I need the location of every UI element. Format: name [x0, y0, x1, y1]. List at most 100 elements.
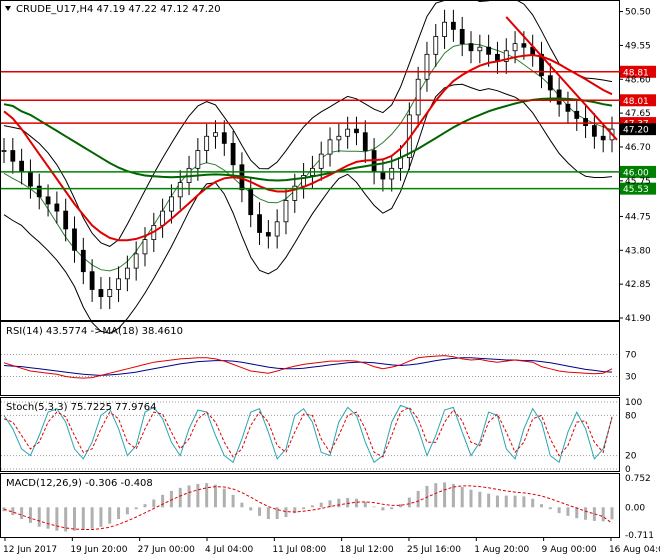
- time-tick-label: 25 Jul 16:00: [407, 545, 461, 555]
- time-tick-label: 12 Jun 2017: [3, 545, 57, 555]
- macd-tick-label: 0.752: [625, 474, 651, 484]
- price-bar-body: [539, 53, 544, 77]
- price-bar-body: [380, 171, 386, 180]
- price-bar-body: [72, 228, 77, 251]
- price-bar-body: [160, 210, 166, 226]
- time-tick-label: 18 Jul 12:00: [340, 545, 394, 555]
- price-bar-body: [204, 135, 210, 151]
- price-bar-body: [477, 46, 483, 52]
- moving-average-2: [3, 53, 613, 242]
- price-bar-body: [503, 50, 509, 62]
- current-price-tag: [620, 123, 656, 136]
- price-bar-body: [1, 150, 7, 152]
- price-bar-body: [591, 125, 597, 137]
- stoch-panel-frame: [0, 397, 620, 472]
- level-tag-5: [620, 182, 656, 195]
- price-bar-body: [265, 232, 271, 237]
- price-bar-body: [362, 132, 368, 151]
- axes: 50.50 49.55 48.60 47.65 46.70 45.75 44.75 43.80…: [3, 8, 660, 555]
- price-bar-body: [221, 132, 227, 144]
- rsi-tick-label: 30: [625, 373, 637, 383]
- macd-tick-label: -0.711: [625, 531, 654, 541]
- price-bar-body: [415, 78, 421, 116]
- rsi-plot: 70 30: [1, 351, 637, 383]
- price-bar-body: [433, 36, 439, 55]
- stoch-tick-label: 20: [625, 452, 637, 462]
- price-bar-body: [318, 153, 324, 169]
- price-bar-body: [556, 89, 562, 105]
- stoch-plot: 100 80 20 0: [1, 398, 642, 475]
- stoch-label: Stoch(5,3,3) 75.7225 77.9764: [6, 402, 157, 413]
- price-bar-body: [583, 118, 588, 126]
- price-bar-body: [133, 253, 139, 269]
- price-bar-body: [292, 185, 298, 201]
- rsi-line: [3, 355, 613, 379]
- level-tag-text-5: 45.53: [623, 185, 649, 195]
- price-bar-body: [54, 203, 60, 212]
- price-bar-body: [600, 135, 606, 141]
- price-tick-label: 47.65: [625, 109, 651, 119]
- level-tag-2: [620, 94, 656, 107]
- time-tick-label: 9 Aug 00:00: [542, 545, 597, 555]
- price-tick-label: 46.70: [625, 143, 651, 153]
- price-bar-body: [28, 171, 33, 187]
- price-bar-body: [89, 271, 95, 290]
- macd-tick-label: 0.00: [625, 503, 645, 513]
- current-price-tag-text: 47.20: [623, 126, 649, 136]
- price-bar-body: [116, 278, 121, 290]
- price-bar-body: [98, 289, 104, 298]
- price-bar-body: [195, 150, 201, 169]
- level-tag-text-1: 48.81: [623, 68, 649, 78]
- price-bar-body: [177, 182, 183, 198]
- price-bar-body: [442, 21, 447, 37]
- price-bar-body: [459, 28, 465, 45]
- price-bar-body: [468, 43, 474, 52]
- price-bar-body: [371, 150, 377, 173]
- level-tag-text-4: 46.00: [623, 168, 649, 178]
- price-tick-label: 44.75: [625, 212, 651, 222]
- time-tick-label: 4 Jul 04:00: [205, 545, 254, 555]
- price-bar-body: [63, 210, 69, 230]
- stoch-k-line: [3, 404, 613, 464]
- level-tag-3: [620, 117, 656, 130]
- time-tick-label: 27 Jun 00:00: [138, 545, 195, 555]
- price-bar-body: [19, 160, 25, 173]
- price-tick-label: 50.50: [625, 8, 651, 18]
- price-bar-body: [248, 189, 254, 216]
- macd-label: MACD(12,26,9) -0.306 -0.408: [6, 478, 153, 489]
- price-tick-label: 45.75: [625, 177, 651, 187]
- price-bar-body: [274, 221, 280, 237]
- time-tick-label: 16 Aug 04:00: [609, 545, 660, 555]
- time-tick-label: 19 Jun 20:00: [70, 545, 127, 555]
- ma-short-line: [3, 43, 613, 272]
- price-bar-body: [142, 239, 148, 255]
- price-bar-body: [283, 200, 289, 223]
- stoch-tick-label: 0: [625, 465, 631, 475]
- moving-average-1: [3, 97, 613, 182]
- time-tick-label: 1 Aug 20:00: [474, 545, 529, 555]
- price-bar-body: [521, 43, 527, 48]
- price-bar-body: [327, 139, 333, 155]
- collapse-triangle-icon[interactable]: [5, 6, 11, 11]
- price-tick-label: 43.80: [625, 246, 651, 256]
- price-bar-body: [424, 53, 430, 80]
- rsi-tick-label: 70: [625, 351, 637, 361]
- price-tick-label: 48.60: [625, 75, 651, 85]
- price-bar-body: [45, 196, 51, 205]
- level-tag-text-2: 48.01: [623, 97, 649, 107]
- macd-plot: 0.752 0.00 -0.711: [2, 474, 654, 541]
- level-tag-1: [620, 65, 656, 78]
- price-plot: [1, 0, 618, 334]
- price-bar-body: [450, 21, 456, 30]
- rsi-panel-frame: [0, 321, 620, 396]
- stoch-d-line: [3, 406, 613, 458]
- price-bar-body: [80, 249, 86, 273]
- stoch-tick-label: 100: [625, 398, 642, 408]
- price-bar-body: [230, 143, 236, 166]
- price-bar-body: [107, 289, 113, 298]
- price-bar-body: [345, 128, 351, 137]
- price-tick-label: 49.55: [625, 41, 651, 51]
